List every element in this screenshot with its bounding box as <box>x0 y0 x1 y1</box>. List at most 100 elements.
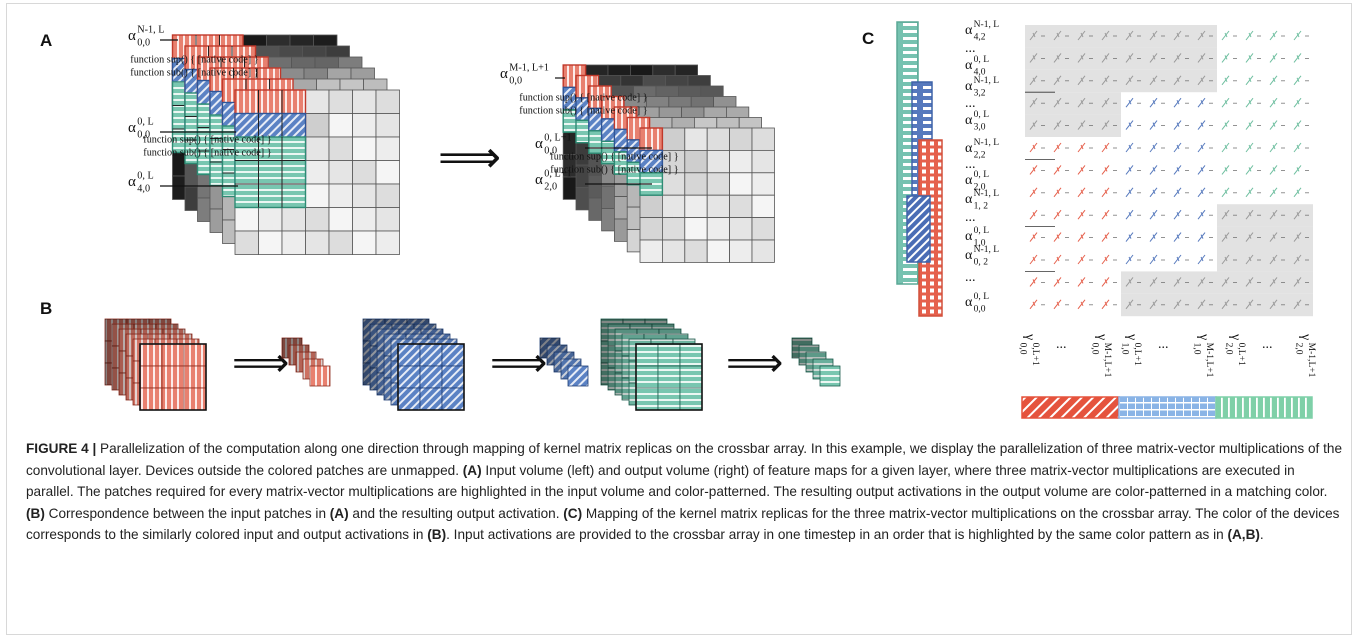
device <box>1101 30 1110 41</box>
device <box>1053 232 1062 242</box>
device <box>1224 122 1228 127</box>
unmapped-cell <box>1145 293 1169 317</box>
symbol: γ <box>1022 333 1037 340</box>
unmapped-cell <box>1025 114 1049 137</box>
device <box>1173 30 1182 41</box>
device <box>1053 254 1062 265</box>
device <box>1245 187 1254 198</box>
device <box>1149 97 1158 108</box>
device <box>1125 97 1134 108</box>
device <box>1104 189 1108 195</box>
device <box>1296 144 1300 150</box>
grid-cell <box>305 89 330 114</box>
grid-cell <box>635 343 659 367</box>
symbol: α <box>965 141 973 156</box>
caption-bold: (A,B) <box>1227 527 1260 542</box>
device <box>1200 77 1204 83</box>
device <box>1221 187 1230 198</box>
math-label: α0, L+1 2,0 <box>535 169 572 193</box>
grid-cell <box>729 194 753 218</box>
device <box>1176 77 1180 83</box>
symbol: α <box>965 229 973 244</box>
arrow: ⟹ <box>726 340 783 386</box>
device <box>1296 77 1300 83</box>
grid-cell <box>751 217 775 241</box>
device <box>1248 256 1252 262</box>
device <box>1149 120 1158 130</box>
device <box>1080 144 1084 150</box>
grid-cell <box>328 160 353 185</box>
unmapped-cell <box>1145 69 1169 93</box>
grid-cell <box>328 207 353 232</box>
unmapped-cell <box>1049 92 1073 115</box>
device <box>1200 211 1204 217</box>
unmapped-cell <box>1289 204 1313 227</box>
device <box>1152 77 1156 83</box>
device <box>1149 187 1158 198</box>
device <box>1224 279 1228 284</box>
math-label: α0, L 4,0 <box>128 171 154 195</box>
symbol: α <box>535 172 543 188</box>
device <box>1053 209 1062 220</box>
math-label: α0, L 0,0 <box>965 292 989 314</box>
ellipsis: function sup() { [native code] } function… <box>519 93 647 117</box>
device <box>1152 55 1156 60</box>
device <box>1077 254 1086 265</box>
grid-cell <box>375 207 400 232</box>
grid-cell <box>751 239 775 263</box>
grid-cell <box>635 387 659 411</box>
device <box>1221 142 1230 153</box>
device <box>1269 142 1278 153</box>
unmapped-cell <box>1073 92 1097 115</box>
unmapped-cell <box>1193 69 1217 93</box>
device <box>1248 32 1252 38</box>
device <box>1128 234 1132 239</box>
grid-cell <box>183 365 207 389</box>
panel-label: C <box>862 29 874 48</box>
device <box>1173 254 1182 265</box>
device <box>1296 279 1300 284</box>
device <box>1293 299 1302 310</box>
caption-bold: (A) <box>462 462 482 478</box>
math-label: ... <box>1056 337 1067 352</box>
symbol: α <box>128 174 136 190</box>
symbol: α <box>965 173 973 188</box>
device <box>1176 167 1180 172</box>
device <box>1296 99 1300 105</box>
device <box>1125 75 1134 86</box>
superscript: N-1, L <box>974 189 1000 199</box>
math-label: α0, L 4,0 <box>965 55 989 77</box>
device <box>1077 232 1086 242</box>
device <box>1149 277 1158 287</box>
grid-cell <box>729 217 753 241</box>
grid-cell <box>397 387 421 411</box>
subscript: 0,0 <box>1090 343 1100 355</box>
device <box>1032 211 1036 217</box>
unmapped-cell <box>1097 92 1121 115</box>
unmapped-cell <box>1097 25 1121 48</box>
math-label: αN-1, L 3,2 <box>965 76 999 98</box>
unmapped-cell <box>1289 226 1313 249</box>
device <box>1221 299 1230 310</box>
grid-cell <box>419 365 443 389</box>
unmapped-cell <box>1241 226 1265 249</box>
superscript: N-1, L <box>974 245 1000 255</box>
device <box>1104 301 1108 307</box>
symbol: α <box>965 192 973 207</box>
device <box>1272 144 1276 150</box>
device <box>1248 211 1252 217</box>
device <box>1173 209 1182 220</box>
superscript: N-1, L <box>974 138 1000 148</box>
caption-text: Input volume (left) and output volume (r… <box>26 462 1328 500</box>
device <box>1032 167 1036 172</box>
grid-cell <box>281 207 306 232</box>
device <box>1152 301 1156 307</box>
subscript: function sub() { [native code] } <box>143 148 271 159</box>
output-bar <box>1215 396 1313 419</box>
device <box>1248 189 1252 195</box>
device <box>1296 55 1300 60</box>
superscript: 0, L <box>974 110 990 120</box>
math-label: ... <box>1262 337 1273 352</box>
unmapped-cell <box>1025 92 1049 115</box>
device <box>1128 189 1132 195</box>
